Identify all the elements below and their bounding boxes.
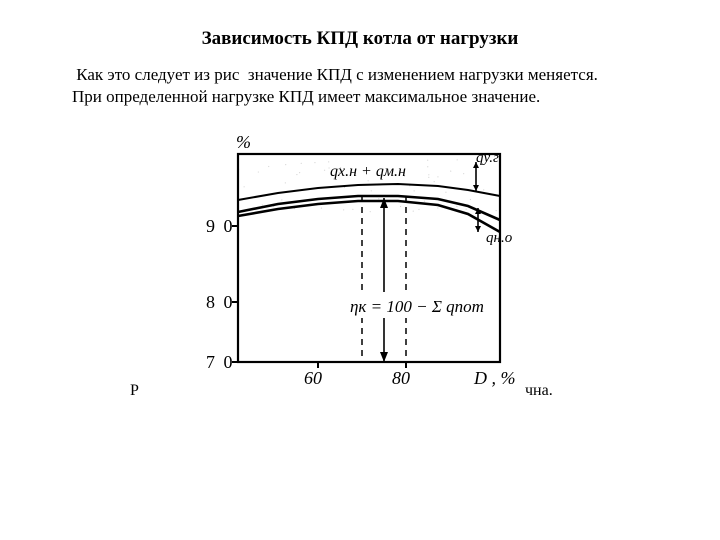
svg-text:D , %: D , % <box>473 368 516 388</box>
svg-text:ηк = 100 − Σ qпот: ηк = 100 − Σ qпот <box>350 297 484 316</box>
svg-text:8 0: 8 0 <box>206 292 235 312</box>
svg-text:qу.г: qу.г <box>476 150 499 166</box>
svg-text:qн.о: qн.о <box>486 230 513 246</box>
svg-text:60: 60 <box>304 368 322 388</box>
svg-text:9 0: 9 0 <box>206 216 235 236</box>
svg-text:%: % <box>236 132 251 152</box>
svg-text:qх.н + qм.н: qх.н + qм.н <box>330 163 406 180</box>
page-title: Зависимость КПД котла от нагрузки <box>0 28 720 50</box>
para-line-2: При определенной нагрузке КПД имеет макс… <box>72 86 598 108</box>
body-paragraph: Как это следует из рис значение КПД с из… <box>72 64 598 108</box>
svg-text:7 0: 7 0 <box>206 352 235 372</box>
chart-svg: 7 0 8 0 9 0% 60 80 D , % qу.г qн.о qх.н + qм.н ηк… <box>180 130 540 405</box>
svg-text:80: 80 <box>392 368 410 388</box>
figure-container: 7 0 8 0 9 0% 60 80 D , % qу.г qн.о qх.н + qм.н ηк… <box>180 130 540 405</box>
para-line-1: Как это следует из рис значение КПД с из… <box>72 64 598 86</box>
caption-frag-left: Р <box>130 382 139 400</box>
